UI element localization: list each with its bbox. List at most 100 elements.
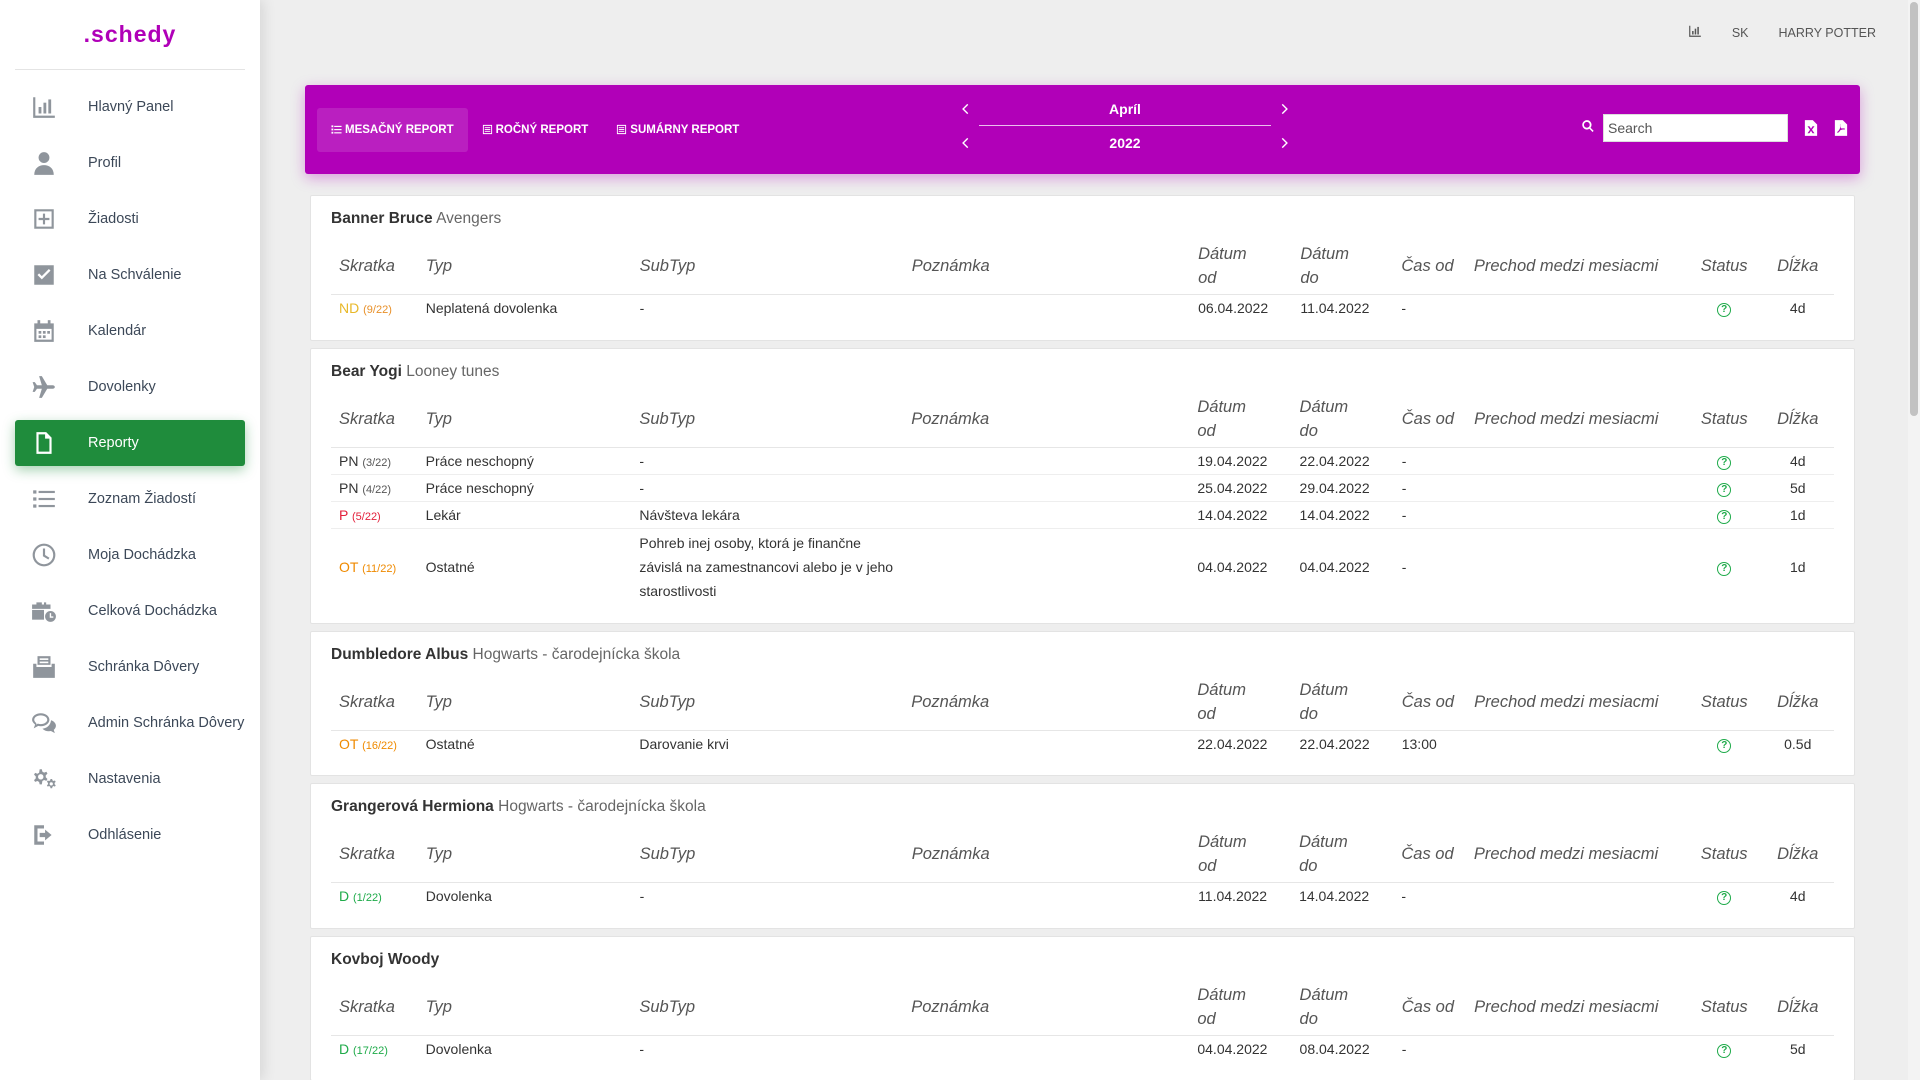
col-datum-od-header[interactable]: Dátum od [1190, 238, 1293, 295]
request-code-cell[interactable]: OT (16/22) [331, 730, 418, 757]
col-typ-header[interactable]: Typ [417, 238, 632, 295]
col-poznamka-header[interactable]: Poznámka [903, 978, 1190, 1036]
col-poznamka-header[interactable]: Poznámka [903, 390, 1190, 448]
sidebar-item-na-schvalenie[interactable]: Na Schválenie [15, 252, 245, 298]
col-status-header[interactable]: Status [1686, 390, 1762, 448]
pending-icon[interactable]: ? [1717, 482, 1732, 497]
col-status-header[interactable]: Status [1686, 826, 1762, 883]
app-logo[interactable]: .schedy [15, 0, 245, 70]
sidebar-item-zoznam-ziadosti[interactable]: Zoznam Žiadostí [15, 476, 245, 522]
col-dlzka-header[interactable]: Dĺžka [1761, 390, 1834, 448]
col-datum-do-header[interactable]: Dátum do [1291, 673, 1394, 731]
sidebar-item-dovolenky[interactable]: Dovolenky [15, 364, 245, 410]
col-subtyp-header[interactable]: SubTyp [631, 390, 904, 448]
col-subtyp-header[interactable]: SubTyp [631, 826, 904, 883]
table-row[interactable]: D (1/22) Dovolenka - 11.04.2022 14.04.2022 -?… [331, 883, 1834, 910]
sidebar-item-reporty[interactable]: Reporty [15, 420, 245, 466]
table-row[interactable]: PN (4/22) Práce neschopný -25.04.2022 29.04… [331, 474, 1834, 502]
table-row[interactable]: ND (9/22) Neplatená dovolenka - 06.04.2022 1… [331, 295, 1834, 322]
col-poznamka-header[interactable]: Poznámka [903, 238, 1191, 295]
sidebar-item-ziadosti[interactable]: Žiadosti [15, 196, 245, 242]
request-code-cell[interactable]: PN (4/22) [331, 474, 418, 502]
col-status-header[interactable]: Status [1686, 238, 1762, 295]
table-row[interactable]: P (5/22) Lekár Návšteva lekára 14.04.2022 14… [331, 501, 1834, 529]
col-prechod-header[interactable]: Prechod medzi mesiacmi [1465, 826, 1687, 883]
col-cas-od-header[interactable]: Čas od [1393, 673, 1467, 731]
pending-icon[interactable]: ? [1717, 509, 1732, 524]
col-status-header[interactable]: Status [1686, 978, 1762, 1036]
table-row[interactable]: OT (16/22) Ostatné Darovanie krvi 22.04.202… [331, 730, 1834, 757]
col-subtyp-header[interactable]: SubTyp [631, 238, 904, 295]
request-code-cell[interactable]: ND (9/22) [331, 295, 418, 322]
col-skratka-header[interactable]: Skratka [331, 826, 418, 883]
col-cas-od-header[interactable]: Čas od [1393, 390, 1467, 448]
col-cas-od-header[interactable]: Čas od [1393, 826, 1466, 883]
file-excel-icon[interactable] [1804, 119, 1818, 137]
scrollbar-thumb[interactable] [1910, 2, 1918, 416]
col-skratka-header[interactable]: Skratka [331, 238, 418, 295]
tab-rocny-report[interactable]: ROČNÝ REPORT [468, 108, 603, 152]
request-code-cell[interactable]: D (1/22) [331, 883, 418, 910]
col-prechod-header[interactable]: Prechod medzi mesiacmi [1466, 673, 1687, 731]
language-switch[interactable]: SK [1731, 25, 1749, 40]
request-code-cell[interactable]: P (5/22) [331, 501, 418, 529]
table-row[interactable]: D (17/22) Dovolenka - 04.04.2022 08.04.2022 -… [331, 1035, 1834, 1062]
col-datum-od-header[interactable]: Dátum od [1189, 978, 1292, 1036]
col-typ-header[interactable]: Typ [417, 826, 632, 883]
col-dlzka-header[interactable]: Dĺžka [1761, 826, 1834, 883]
sidebar-item-celkova-dochadzka[interactable]: Celková Dochádzka [15, 588, 245, 634]
col-cas-od-header[interactable]: Čas od [1393, 978, 1467, 1036]
prev-month-button[interactable] [957, 100, 975, 118]
sidebar-item-kalendar[interactable]: Kalendár [15, 308, 245, 354]
col-typ-header[interactable]: Typ [417, 978, 632, 1036]
col-typ-header[interactable]: Typ [417, 390, 632, 448]
scrollbar[interactable] [1908, 0, 1920, 1080]
sidebar-item-hlavny-panel[interactable]: Hlavný Panel [15, 84, 245, 130]
sidebar-item-admin-schranka-dovery[interactable]: Admin Schránka Dôvery [15, 700, 245, 746]
col-poznamka-header[interactable]: Poznámka [903, 673, 1190, 731]
file-pdf-icon[interactable] [1834, 119, 1848, 137]
col-datum-od-header[interactable]: Dátum od [1189, 390, 1292, 448]
user-menu[interactable]: HARRY POTTER [1778, 25, 1876, 40]
next-year-button[interactable] [1275, 134, 1293, 152]
col-skratka-header[interactable]: Skratka [331, 390, 418, 448]
col-skratka-header[interactable]: Skratka [331, 673, 418, 731]
col-poznamka-header[interactable]: Poznámka [903, 826, 1191, 883]
col-datum-do-header[interactable]: Dátum do [1291, 390, 1394, 448]
col-datum-od-header[interactable]: Dátum od [1190, 826, 1292, 883]
col-datum-do-header[interactable]: Dátum do [1292, 238, 1394, 295]
request-code-cell[interactable]: OT (11/22) [331, 528, 418, 605]
prev-year-button[interactable] [957, 134, 975, 152]
request-code-cell[interactable]: D (17/22) [331, 1035, 418, 1062]
pending-icon[interactable]: ? [1717, 891, 1732, 906]
pending-icon[interactable]: ? [1717, 1043, 1732, 1058]
tab-sumarny-report[interactable]: SUMÁRNY REPORT [602, 108, 753, 152]
col-subtyp-header[interactable]: SubTyp [631, 978, 904, 1036]
next-month-button[interactable] [1275, 100, 1293, 118]
col-status-header[interactable]: Status [1686, 673, 1762, 731]
col-datum-do-header[interactable]: Dátum do [1291, 978, 1394, 1036]
col-typ-header[interactable]: Typ [417, 673, 632, 731]
tab-mesacny-report[interactable]: MESAČNÝ REPORT [317, 107, 468, 152]
request-code-cell[interactable]: PN (3/22) [331, 447, 418, 475]
pending-icon[interactable]: ? [1717, 561, 1732, 576]
col-prechod-header[interactable]: Prechod medzi mesiacmi [1466, 390, 1687, 448]
col-prechod-header[interactable]: Prechod medzi mesiacmi [1465, 238, 1687, 295]
pending-icon[interactable]: ? [1717, 303, 1732, 318]
col-dlzka-header[interactable]: Dĺžka [1761, 238, 1834, 295]
col-dlzka-header[interactable]: Dĺžka [1761, 978, 1834, 1036]
sidebar-item-nastavenia[interactable]: Nastavenia [15, 756, 245, 802]
sidebar-item-moja-dochadzka[interactable]: Moja Dochádzka [15, 532, 245, 578]
col-cas-od-header[interactable]: Čas od [1393, 238, 1466, 295]
col-prechod-header[interactable]: Prechod medzi mesiacmi [1466, 978, 1687, 1036]
pending-icon[interactable]: ? [1717, 738, 1732, 753]
pending-icon[interactable]: ? [1717, 455, 1732, 470]
col-subtyp-header[interactable]: SubTyp [631, 673, 904, 731]
sidebar-item-profil[interactable]: Profil [15, 140, 245, 186]
col-dlzka-header[interactable]: Dĺžka [1761, 673, 1834, 731]
col-skratka-header[interactable]: Skratka [331, 978, 418, 1036]
table-row[interactable]: OT (11/22) Ostatné Pohreb inej osoby, ktor… [331, 528, 1834, 605]
sidebar-item-schranka-dovery[interactable]: Schránka Dôvery [15, 644, 245, 690]
chart-icon[interactable] [1688, 24, 1702, 41]
search-input[interactable] [1603, 114, 1788, 142]
